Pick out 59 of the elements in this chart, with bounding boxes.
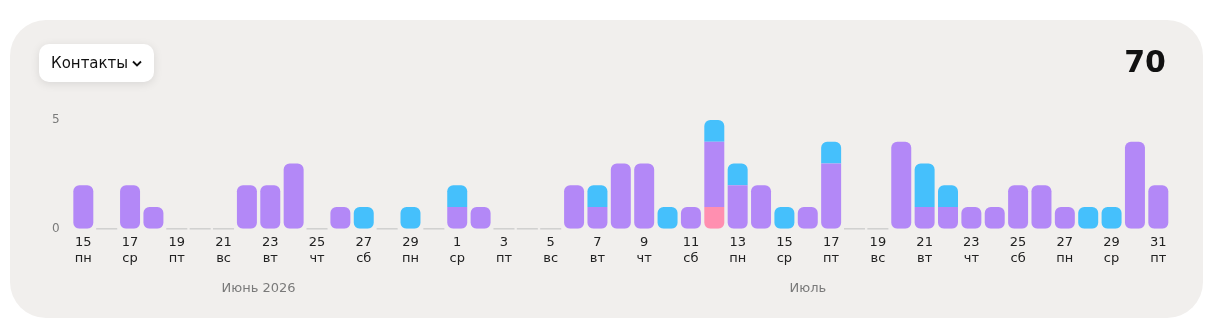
- bar: [891, 141, 912, 229]
- bar: [447, 185, 468, 208]
- x-tick-label: 21 вт: [916, 233, 933, 265]
- text: Июль: [789, 280, 827, 295]
- x-tick-label: 27 сб: [355, 233, 373, 265]
- bar: [564, 185, 585, 229]
- chart-title: Контакты: [51, 54, 129, 72]
- bar: [1008, 185, 1029, 229]
- bar: [914, 163, 935, 208]
- bar: [610, 163, 631, 229]
- bar: [751, 185, 772, 229]
- x-tick-label: 19 вс: [869, 233, 887, 265]
- x-tick-label: 11 сб: [682, 233, 700, 265]
- y-tick-label: 0: [51, 220, 60, 235]
- x-tick-label: 1 ср: [449, 233, 465, 265]
- y-tick-label: 5: [51, 112, 60, 127]
- x-tick-label: 15 ср: [776, 233, 793, 265]
- chart-subtitle: 70: [1124, 44, 1166, 79]
- x-tick-label: 3 пт: [495, 233, 513, 265]
- bar: [704, 141, 725, 208]
- bar: [727, 163, 748, 186]
- bar: [283, 163, 304, 229]
- bar: [821, 141, 842, 164]
- bar: [260, 185, 281, 229]
- bar: [938, 185, 958, 208]
- bar: [447, 207, 468, 229]
- x-tick-label: 13 пн: [729, 233, 747, 265]
- bar: [704, 207, 725, 229]
- bar: [821, 163, 842, 229]
- bar: [587, 207, 608, 229]
- bar: [634, 163, 655, 229]
- x-tick-label: 9 чт: [636, 233, 653, 265]
- bar: [914, 207, 935, 229]
- text: Июнь 2026: [221, 280, 296, 295]
- x-tick-label: 19 пт: [168, 233, 186, 265]
- x-tick-label: 23 вт: [262, 233, 279, 265]
- x-tick-label: 31 пт: [1150, 233, 1167, 265]
- x-tick-label: 27 пн: [1056, 233, 1074, 265]
- x-tick-label: 15 пн: [74, 233, 92, 265]
- bar: [938, 207, 958, 229]
- x-tick-label: 23 чт: [963, 233, 980, 265]
- bar: [73, 185, 94, 229]
- x-tick-label: 29 ср: [1103, 233, 1120, 265]
- x-tick-label: 29 пн: [401, 233, 419, 265]
- bar: [236, 185, 257, 229]
- x-tick-label: 17 ср: [121, 233, 139, 265]
- bar: [1124, 141, 1145, 229]
- x-tick-label: 5 вс: [543, 233, 559, 265]
- bar: [704, 120, 725, 142]
- bar: [120, 185, 141, 229]
- x-tick-label: 17 пт: [822, 233, 840, 265]
- bar: [1148, 185, 1169, 229]
- x-tick-label: 7 вт: [589, 233, 606, 265]
- x-tick-label: 25 чт: [308, 233, 326, 265]
- bar: [727, 185, 748, 229]
- x-tick-label: 21 вс: [215, 233, 232, 265]
- bar: [587, 185, 608, 208]
- bar: [1031, 185, 1052, 229]
- x-tick-label: 25 сб: [1009, 233, 1027, 265]
